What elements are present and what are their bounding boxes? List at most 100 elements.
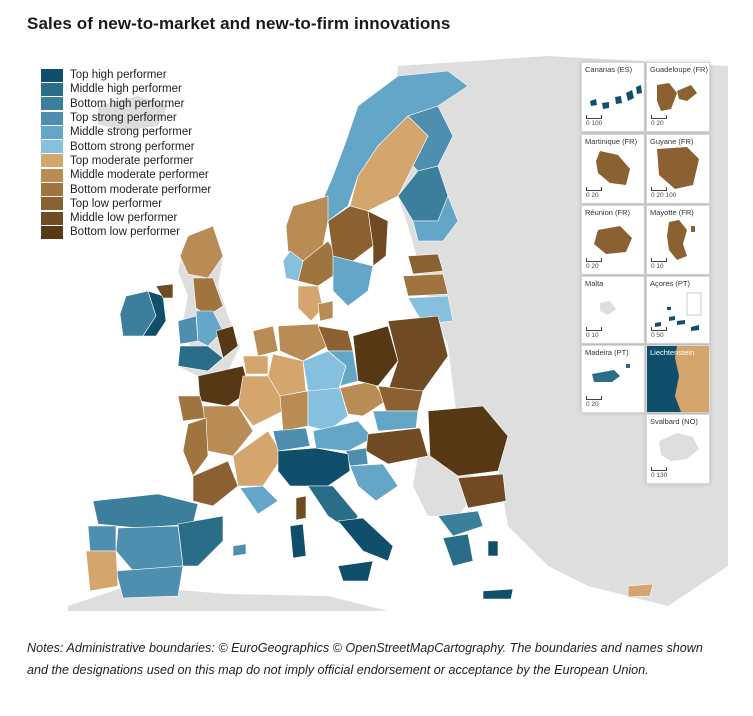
region-belgium [242,355,269,375]
legend-swatch [41,82,63,96]
region-france-west [182,417,209,477]
scale-bar: 0 10 [651,258,667,270]
inset-label: Mayotte (FR) [650,208,694,217]
region-portugal-south [85,550,119,592]
inset-label: Açores (PT) [650,279,691,288]
legend-swatch [41,225,63,239]
legend-item: Bottom low performer [41,225,211,239]
region-uk-east [215,325,239,359]
region-germany-southwest [279,390,309,432]
inset-guadeloupe-shape [657,83,697,111]
legend-swatch [41,140,63,154]
legend-item: Bottom strong performer [41,139,211,154]
inset-liechtenstein-shape [675,346,709,412]
legend-item: Top low performer [41,197,211,211]
region-germany-north [277,323,329,362]
region-denmark-east [317,300,334,322]
region-northern-ireland [155,283,174,299]
legend-label: Middle high performer [70,83,182,96]
europe-map [68,56,728,611]
legend-item: Top strong performer [41,111,211,125]
region-greece-south [442,533,474,567]
legend-item: Bottom high performer [41,97,211,111]
inset-malta: Malta 0 10 [581,276,645,344]
inset-guadeloupe: Guadeloupe (FR) 0 20 [646,62,710,132]
map-notes: Notes: Administrative boundaries: © Euro… [27,641,703,677]
region-germany-bavaria [307,387,349,432]
legend-label: Bottom low performer [70,226,180,239]
region-france-southeast [239,485,279,515]
inset-guyane: Guyane (FR) 0 20 100 [646,134,710,204]
scale-bar: 0 10 [586,327,602,339]
inset-acores: Açores (PT) 0 50 [646,276,710,344]
legend-label: Middle low performer [70,212,178,225]
legend-label: Top high performer [70,69,167,82]
legend-swatch [41,111,63,125]
region-spain-balearic [232,543,247,557]
region-latvia [402,273,449,297]
inset-malta-shape [600,301,616,315]
legend-label: Bottom strong performer [70,140,195,153]
region-france-southwest [192,460,239,507]
inset-label: Svalbard (NO) [650,417,698,426]
inset-label: Guadeloupe (FR) [650,65,708,74]
region-italy-north [277,447,351,487]
inset-label: Malta [585,279,604,288]
region-spain-south [115,565,184,599]
region-greece-crete [482,588,514,600]
inset-svalbard: Svalbard (NO) 0 130 [646,414,710,484]
inset-label: Martinique (FR) [585,137,638,146]
region-uk-wales [177,315,199,345]
region-greece-islands [487,540,499,557]
inset-madeira-shape [592,364,630,382]
region-estonia [407,253,444,275]
legend-item: Middle low performer [41,211,211,225]
inset-label: Liechtenstein [650,348,695,357]
scale-bar: 0 20 [651,115,667,127]
region-spain-east [177,515,224,567]
legend-swatch [41,168,63,182]
region-spain-north [92,493,199,529]
region-italy-south [337,517,394,562]
region-norway-south2 [282,250,304,282]
inset-reunion: Réunion (FR) 0 20 [581,205,645,275]
non-eu-land-iceland [98,96,168,131]
region-netherlands [252,325,279,357]
scale-bar: 0 100 [586,115,602,127]
inset-label: Madeira (PT) [585,348,629,357]
region-corsica [295,495,307,521]
scale-bar: 0 20 [586,258,602,270]
inset-acores-shape [655,292,702,331]
region-sweden-stockholm [367,210,389,267]
legend-item: Middle strong performer [41,125,211,139]
legend-swatch [41,197,63,211]
region-romania [427,405,509,477]
region-bulgaria [457,473,507,509]
inset-martinique-shape [596,151,630,185]
legend-label: Bottom moderate performer [70,183,212,196]
legend-label: Middle moderate performer [70,169,209,182]
legend-item: Top high performer [41,68,211,82]
scale-bar: 0 130 [651,467,667,479]
legend-swatch [41,97,63,111]
map-title: Sales of new-to-market and new-to-firm i… [27,14,451,33]
region-poland-east [387,315,449,392]
region-hungary [365,427,429,465]
region-lithuania [407,295,454,325]
region-greece-north [437,510,484,537]
legend-item: Top moderate performer [41,154,211,168]
region-croatia [349,463,399,502]
inset-mayotte: Mayotte (FR) 0 10 [646,205,710,275]
inset-canarias-shape [590,85,642,109]
scale-bar: 0 20 [586,396,602,408]
region-portugal-north [87,525,117,552]
legend-swatch [41,154,63,168]
region-uk-south [177,345,224,372]
region-italy-sicily [337,560,374,582]
region-france-rhone [232,430,284,487]
legend-item: Middle high performer [41,82,211,96]
non-eu-land-north-africa [68,586,388,611]
region-italy-sardinia [289,523,307,559]
region-poland-west [352,325,399,387]
legend-label: Bottom high performer [70,97,185,110]
